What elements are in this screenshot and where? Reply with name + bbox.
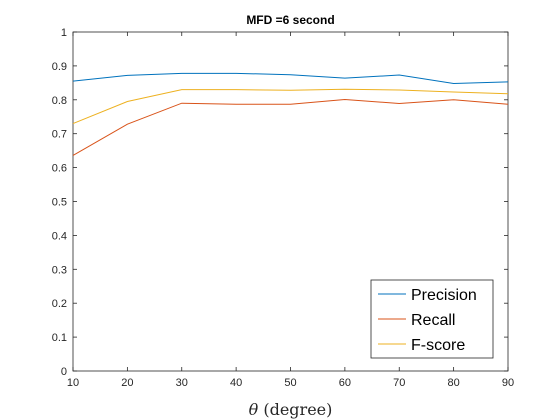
x-tick-label: 30 (176, 377, 188, 389)
y-tick-label: 0.5 (52, 197, 67, 209)
y-tick-label: 0.2 (52, 298, 67, 310)
x-tick-label: 60 (339, 377, 351, 389)
x-tick-label: 70 (393, 377, 405, 389)
x-axis-label-symbol: θ (249, 400, 259, 419)
x-axis-label: θ (degree) (249, 400, 333, 419)
x-tick-label: 10 (67, 377, 79, 389)
x-tick-label: 90 (502, 377, 514, 389)
x-tick-label: 80 (448, 377, 460, 389)
legend: Precision Recall F-score (371, 280, 493, 358)
y-tick-label: 0.3 (52, 264, 67, 276)
y-tick-label: 0 (61, 366, 67, 378)
chart-title: MFD =6 second (246, 13, 334, 27)
y-tick-label: 0.6 (52, 163, 67, 175)
y-tick-label: 1 (61, 27, 67, 39)
y-tick-label: 0.1 (52, 332, 67, 344)
x-tick-label: 40 (230, 377, 242, 389)
y-tick-label: 0.7 (52, 129, 67, 141)
y-tick-label: 0.4 (52, 230, 67, 242)
legend-label-precision: Precision (411, 287, 477, 304)
x-axis-label-text: (degree) (258, 400, 332, 419)
y-tick-label: 0.9 (52, 61, 67, 73)
x-tick-label: 50 (284, 377, 296, 389)
x-tick-label: 20 (121, 377, 133, 389)
legend-label-recall: Recall (411, 312, 455, 329)
y-tick-label: 0.8 (52, 95, 67, 107)
legend-label-f-score: F-score (411, 337, 465, 354)
